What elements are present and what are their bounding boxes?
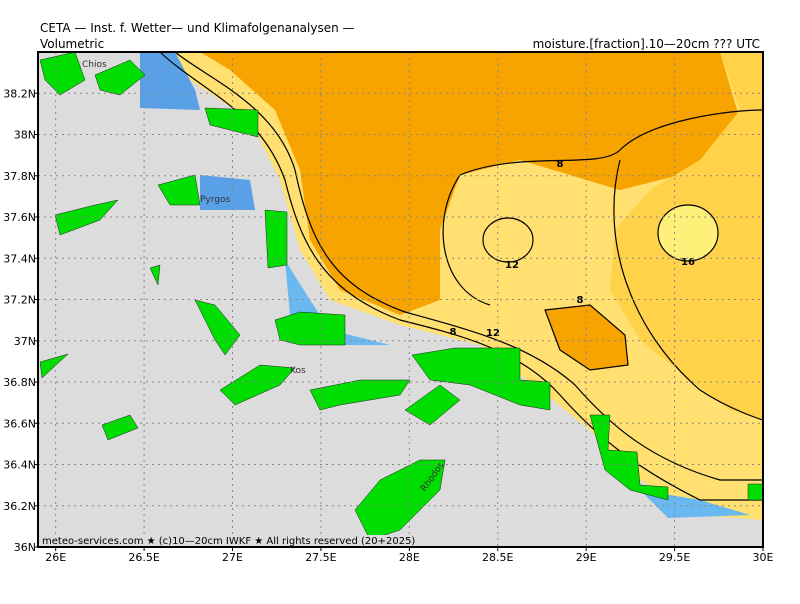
y-tick-label: 36.2N xyxy=(3,500,36,513)
footer: meteo-services.com ★ (c)10—20cm IWKF ★ A… xyxy=(42,536,415,547)
land xyxy=(157,174,201,206)
land xyxy=(101,414,139,441)
x-tick-label: 26.5E xyxy=(128,551,159,564)
y-tick-label: 37.2N xyxy=(3,294,36,307)
y-tick-label: 36.6N xyxy=(3,417,36,430)
y-tick-label: 36.8N xyxy=(3,376,36,389)
x-tick-label: 27E xyxy=(222,551,243,564)
coast-blue xyxy=(140,52,200,110)
land xyxy=(589,414,669,501)
header-left: Volumetric xyxy=(40,37,104,51)
field-orange xyxy=(200,52,740,315)
land xyxy=(219,364,296,406)
contour-label: 16 xyxy=(681,257,695,268)
coast-blue xyxy=(200,175,255,210)
y-tick-label: 36N xyxy=(14,541,36,554)
contour xyxy=(174,51,763,481)
contour-label: 8 xyxy=(557,159,564,170)
y-tick-label: 37.8N xyxy=(3,170,36,183)
contour-label: 12 xyxy=(486,328,500,339)
contour-label: 12 xyxy=(505,260,519,271)
contour-label: 8 xyxy=(577,295,584,306)
contour xyxy=(459,109,764,176)
land xyxy=(411,347,551,411)
land xyxy=(204,107,259,138)
y-tick-label: 37.4N xyxy=(3,252,36,265)
land xyxy=(274,311,346,346)
x-tick-label: 29E xyxy=(576,551,597,564)
land xyxy=(94,59,146,96)
land xyxy=(194,299,241,356)
map-body: 8 12 16 8 8 12 Chios Pyrgos Kos Rhodos xyxy=(38,51,764,547)
y-tick-label: 38N xyxy=(14,129,36,142)
x-tick-label: 28.5E xyxy=(482,551,513,564)
footer-box xyxy=(38,535,438,547)
contour xyxy=(544,304,629,371)
x-tick-label: 30E xyxy=(753,551,774,564)
land xyxy=(39,264,161,379)
land xyxy=(309,379,411,411)
contour xyxy=(442,159,764,421)
x-tick-label: 26E xyxy=(45,551,66,564)
y-tick-label: 37.6N xyxy=(3,211,36,224)
y-tick-label: 38.2N xyxy=(3,87,36,100)
y-tick-label: 36.4N xyxy=(3,459,36,472)
land xyxy=(404,384,461,426)
contour xyxy=(657,204,719,262)
x-tick-label: 27.5E xyxy=(305,551,336,564)
land xyxy=(264,209,288,269)
y-tick-label: 37N xyxy=(14,335,36,348)
field-max xyxy=(658,205,718,261)
header-right: moisture.[fraction].10—20cm ??? UTC xyxy=(533,37,760,51)
place-label: Kos xyxy=(290,366,306,376)
x-tick-label: 29.5E xyxy=(659,551,690,564)
place-label: Chios xyxy=(82,60,107,70)
land xyxy=(747,483,764,501)
contour xyxy=(482,217,534,263)
place-label: Pyrgos xyxy=(200,195,231,205)
header-title: CETA — Inst. f. Wetter— und Klimafolgena… xyxy=(40,21,355,35)
x-tick-label: 28E xyxy=(399,551,420,564)
land xyxy=(39,51,86,96)
contour-label: 8 xyxy=(450,327,457,338)
